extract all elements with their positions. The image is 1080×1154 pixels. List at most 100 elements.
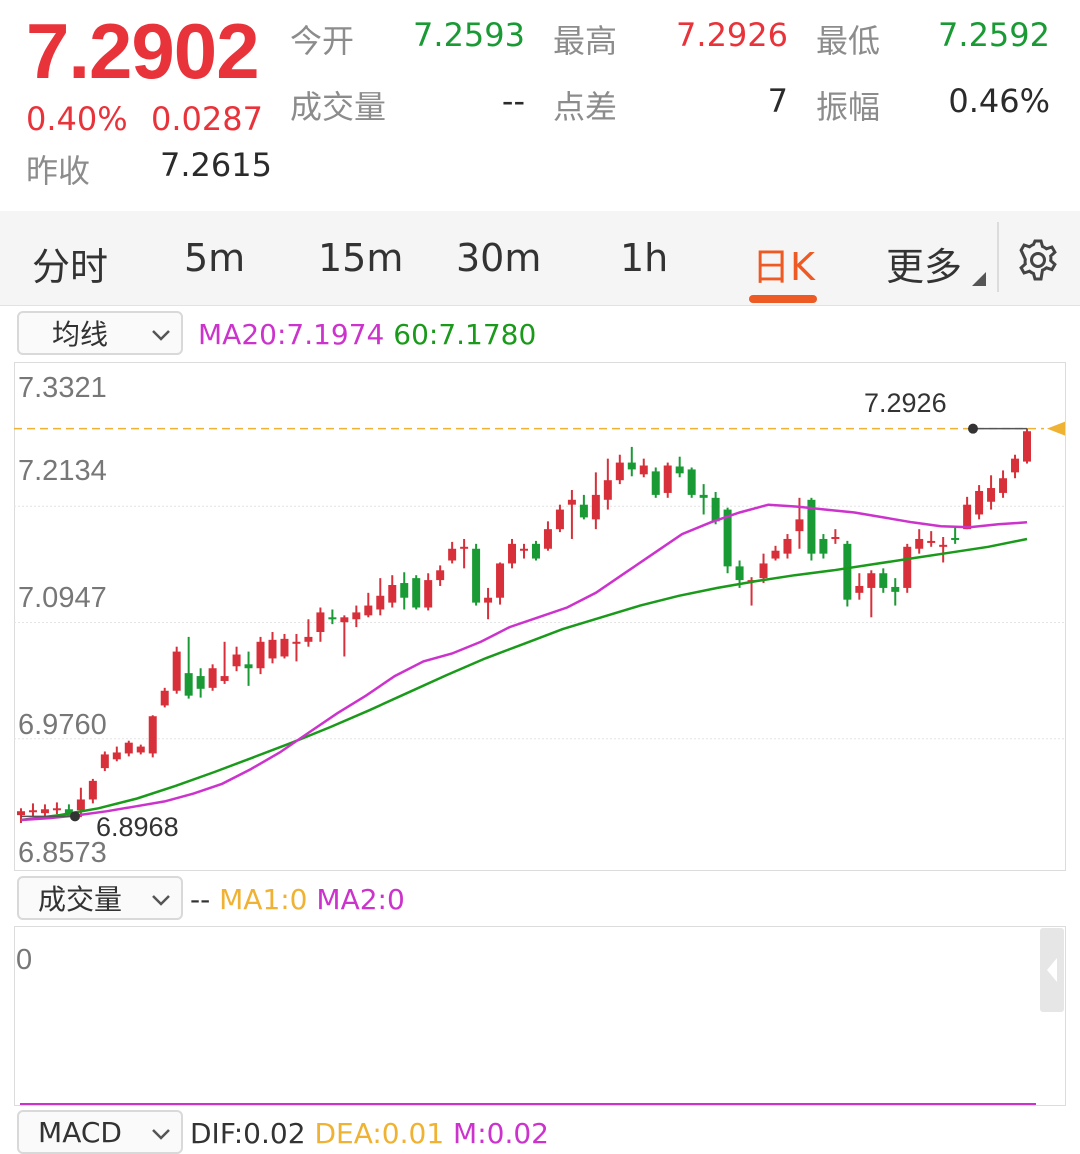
candle-body (1011, 458, 1020, 473)
candle-body (615, 462, 624, 481)
candle-body (328, 617, 337, 620)
ma-legend: MA20:7.1974 60:7.1780 (198, 318, 536, 351)
candle-body (651, 471, 660, 495)
tab-15m[interactable]: 15m (318, 236, 404, 280)
candle-body (555, 509, 564, 530)
prev-close-label: 昨收 (26, 152, 91, 190)
candle-body (771, 550, 780, 559)
candle-body (987, 488, 996, 502)
candle-body (687, 469, 696, 495)
settings-gear-icon[interactable] (1014, 236, 1062, 284)
candle-body (256, 641, 265, 669)
candle-body (520, 548, 528, 551)
macd-legend: DIF:0.02 DEA:0.01 M:0.02 (190, 1117, 549, 1150)
candle-body (484, 597, 493, 603)
candle-body (220, 676, 229, 681)
candle-body (400, 583, 409, 598)
chevron-left-icon (1047, 958, 1057, 982)
candle-body (424, 580, 433, 608)
candle-body (208, 668, 217, 688)
candle-body (64, 809, 73, 814)
tab-divider (997, 222, 999, 292)
macd-indicator-selector[interactable]: MACD (17, 1110, 183, 1154)
candle-body (867, 573, 876, 588)
volume-axis-zero: 0 (16, 944, 33, 976)
candle-body (795, 519, 804, 532)
ma20-legend: MA20:7.1974 (198, 318, 385, 351)
spread-value: 7 (767, 82, 788, 120)
period-low-marker-label: 6.8968 (96, 812, 179, 842)
candle-body (627, 462, 636, 470)
candle-body (160, 690, 169, 706)
candle-body (879, 573, 888, 588)
candle-body (112, 752, 121, 760)
candle-body (496, 563, 505, 598)
tab-more[interactable]: 更多 (886, 236, 962, 291)
macd-dea: DEA:0.01 (314, 1117, 445, 1150)
volume-legend: -- MA1:0 MA2:0 (190, 883, 405, 916)
panel-collapse-handle[interactable] (1040, 928, 1064, 1012)
prev-close-value: 7.2615 (160, 146, 272, 184)
vol-ma1-legend: MA1:0 (219, 883, 308, 916)
high-marker-dot (968, 423, 978, 434)
candle-body (17, 811, 25, 816)
candle-body (855, 585, 864, 593)
candle-body (52, 808, 61, 811)
candle-body (376, 595, 385, 610)
tab-30m[interactable]: 30m (456, 236, 542, 280)
candle-body (280, 638, 289, 657)
candle-body (663, 465, 672, 493)
volume-indicator-selector[interactable]: 成交量 (17, 876, 183, 920)
open-value: 7.2593 (413, 16, 525, 54)
open-label: 今开 (290, 22, 355, 60)
candle-body (508, 543, 517, 564)
candle-body (735, 566, 744, 581)
candle-body (603, 480, 612, 500)
candle-body (903, 546, 912, 588)
tab-5m[interactable]: 5m (184, 236, 246, 280)
volume-legend-value: -- (190, 883, 211, 916)
tab-daily-k[interactable]: 日K (752, 245, 815, 289)
candle-body (711, 497, 720, 522)
candle-body (88, 780, 97, 800)
candle-body (831, 537, 840, 540)
high-label: 最高 (553, 22, 618, 60)
candle-body (675, 466, 684, 474)
candle-body (148, 716, 157, 754)
last-price: 7.2902 (26, 7, 260, 95)
tab-1h[interactable]: 1h (620, 236, 669, 280)
macd-indicator-label: MACD (38, 1115, 122, 1149)
candle-body (939, 544, 948, 547)
active-tab-indicator (749, 295, 817, 303)
candle-body (783, 538, 792, 554)
candle-body (891, 586, 900, 592)
main-indicator-label: 均线 (51, 318, 108, 351)
candle-body (807, 499, 816, 554)
chevron-down-icon (141, 884, 181, 912)
y-axis-label-bottom: 6.8573 (18, 837, 107, 869)
candle-body (915, 538, 924, 549)
candle-body (124, 742, 133, 754)
candle-body (448, 548, 457, 561)
candle-body (196, 676, 205, 689)
high-price-pointer-icon (1047, 421, 1065, 436)
candle-body (232, 654, 241, 667)
y-axis-label-2: 7.2134 (18, 455, 107, 487)
tab-timeshare[interactable]: 分时 (32, 245, 109, 289)
candle-body (316, 612, 325, 632)
main-indicator-selector[interactable]: 均线 (17, 311, 183, 355)
candle-body (951, 537, 960, 540)
candle-body (567, 499, 576, 505)
candle-body (699, 494, 708, 498)
candle-body (292, 641, 301, 644)
low-marker-dot (70, 811, 80, 822)
candle-body (975, 490, 984, 515)
period-tab-bar (0, 211, 1080, 306)
amplitude-value: 0.46% (948, 82, 1050, 120)
candle-body (76, 799, 85, 811)
volume-panel[interactable] (14, 926, 1066, 1106)
candle-body (759, 563, 768, 579)
candle-body (927, 540, 936, 543)
y-axis-label-3: 7.0947 (18, 582, 107, 614)
ma60-line (20, 537, 1028, 822)
